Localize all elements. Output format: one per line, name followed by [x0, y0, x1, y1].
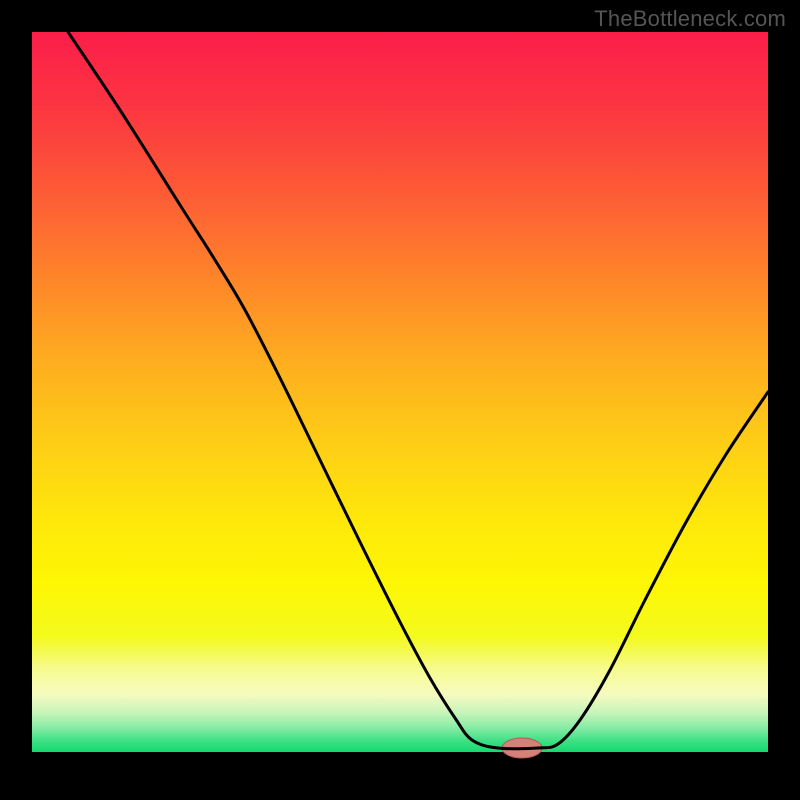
bottleneck-chart: [0, 0, 800, 800]
watermark-text: TheBottleneck.com: [594, 6, 786, 32]
chart-gradient-background: [32, 32, 768, 752]
chart-frame: TheBottleneck.com: [0, 0, 800, 800]
